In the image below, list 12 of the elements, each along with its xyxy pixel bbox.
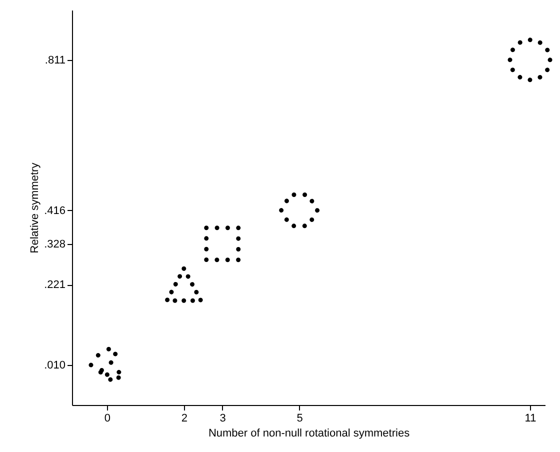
x-tick-label: 0 (104, 412, 111, 424)
y-tick-label: .328 (44, 238, 66, 250)
x-tick-label: 3 (220, 412, 226, 424)
y-axis-title: Relative symmetry (29, 162, 42, 254)
y-tick-label: .010 (44, 360, 66, 372)
x-tick-label: 5 (296, 412, 303, 424)
y-tick-label: .221 (44, 279, 66, 292)
x-tick-label: 11 (524, 412, 536, 424)
x-axis-title: Number of non-null rotational symmetries (208, 428, 410, 440)
y-tick-label: .811 (44, 54, 66, 66)
y-tick-label: .416 (44, 204, 66, 217)
x-tick-label: 2 (181, 412, 188, 424)
